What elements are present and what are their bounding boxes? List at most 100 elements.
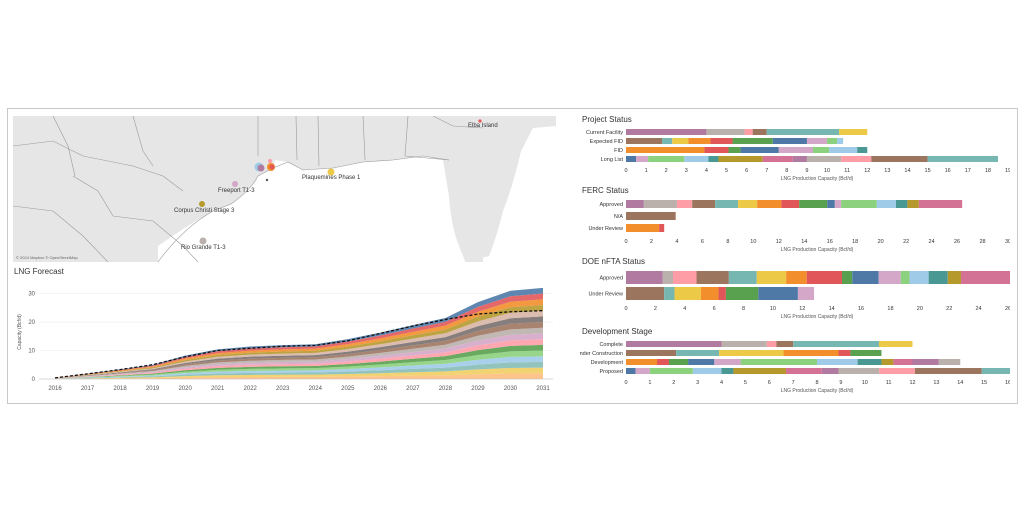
bar-segment[interactable] [688,138,711,144]
bar-segment[interactable] [662,138,673,144]
bar-segment[interactable] [876,200,896,208]
bar-segment[interactable] [839,129,868,135]
bar-segment[interactable] [649,368,693,374]
bar-segment[interactable] [918,200,963,208]
bar-segment[interactable] [704,147,729,153]
bar-segment[interactable] [740,359,817,365]
bar-segment[interactable] [829,147,858,153]
lng-terminal-map[interactable]: Elba Island Plaquemines Phase 1 Freeport… [13,116,556,262]
bar-segment[interactable] [914,368,982,374]
bar-segment[interactable] [635,368,650,374]
bar-segment[interactable] [852,271,879,284]
bar-segment[interactable] [817,359,858,365]
bar-segment[interactable] [834,200,842,208]
bar-segment[interactable] [664,287,675,300]
bar-segment[interactable] [909,271,929,284]
bar-segment[interactable] [733,368,786,374]
bar-segment[interactable] [857,359,882,365]
bar-segment[interactable] [806,138,828,144]
bar-segment[interactable] [676,350,720,356]
bar-segment[interactable] [738,200,758,208]
bar-segment[interactable] [684,156,709,162]
bar-segment[interactable] [762,156,793,162]
bar-segment[interactable] [626,224,660,232]
bar-segment[interactable] [878,271,901,284]
bar-segment[interactable] [648,156,685,162]
bar-segment[interactable] [626,212,676,220]
bar-segment[interactable] [837,138,844,144]
bar-segment[interactable] [708,156,719,162]
bar-segment[interactable] [719,350,784,356]
bar-segment[interactable] [812,147,830,153]
bar-segment[interactable] [721,368,734,374]
bar-segment[interactable] [725,287,759,300]
development-stage-chart[interactable]: Complete Under Construction Development Pro… [580,337,1010,403]
bar-segment[interactable] [636,156,649,162]
bar-segment[interactable] [900,271,910,284]
bar-segment[interactable] [772,138,807,144]
bar-segment[interactable] [662,271,674,284]
bar-segment[interactable] [700,287,719,300]
bar-segment[interactable] [781,200,800,208]
bar-segment[interactable] [821,368,839,374]
bar-segment[interactable] [626,200,644,208]
bar-segment[interactable] [688,359,715,365]
bar-segment[interactable] [740,147,779,153]
bar-segment[interactable] [626,359,658,365]
bar-segment[interactable] [792,156,807,162]
bar-segment[interactable] [676,200,693,208]
terminal-marker-elba[interactable] [478,119,482,123]
bar-segment[interactable] [895,200,908,208]
bar-segment[interactable] [718,156,763,162]
terminal-marker-port-arthur[interactable] [269,164,275,170]
bar-segment[interactable] [960,271,1010,284]
bar-segment[interactable] [778,147,813,153]
bar-segment[interactable] [938,359,961,365]
bar-segment[interactable] [626,350,677,356]
bar-segment[interactable] [879,341,913,347]
bar-segment[interactable] [706,129,745,135]
bar-segment[interactable] [626,287,665,300]
bar-segment[interactable] [947,271,961,284]
bar-segment[interactable] [841,156,872,162]
bar-segment[interactable] [643,200,677,208]
bar-segment[interactable] [907,200,919,208]
bar-segment[interactable] [659,224,665,232]
bar-segment[interactable] [710,138,733,144]
terminal-marker-rio-grande[interactable] [199,237,207,245]
bar-segment[interactable] [626,129,707,135]
bar-segment[interactable] [857,147,868,153]
bar-segment[interactable] [626,138,663,144]
bar-segment[interactable] [786,271,807,284]
bar-segment[interactable] [785,368,822,374]
bar-segment[interactable] [668,359,689,365]
bar-segment[interactable] [657,359,669,365]
bar-segment[interactable] [692,200,716,208]
terminal-marker-small[interactable] [265,178,269,182]
bar-segment[interactable] [838,350,851,356]
bar-segment[interactable] [732,138,773,144]
bar-segment[interactable] [626,271,663,284]
bar-segment[interactable] [715,200,739,208]
bar-segment[interactable] [799,200,828,208]
project-status-chart[interactable]: Current Facility Expected FID FID Long List… [580,125,1010,193]
bar-segment[interactable] [881,359,894,365]
bar-segment[interactable] [797,287,815,300]
bar-segment[interactable] [721,341,767,347]
bar-segment[interactable] [626,341,722,347]
bar-segment[interactable] [766,129,840,135]
bar-segment[interactable] [806,271,842,284]
bar-segment[interactable] [757,200,782,208]
bar-segment[interactable] [766,341,777,347]
terminal-marker-freeport[interactable] [232,181,238,187]
bar-segment[interactable] [912,359,939,365]
bar-segment[interactable] [672,138,689,144]
bar-segment[interactable] [981,368,1010,374]
bar-segment[interactable] [626,156,637,162]
bar-segment[interactable] [841,271,853,284]
bar-segment[interactable] [827,138,838,144]
bar-segment[interactable] [718,287,726,300]
